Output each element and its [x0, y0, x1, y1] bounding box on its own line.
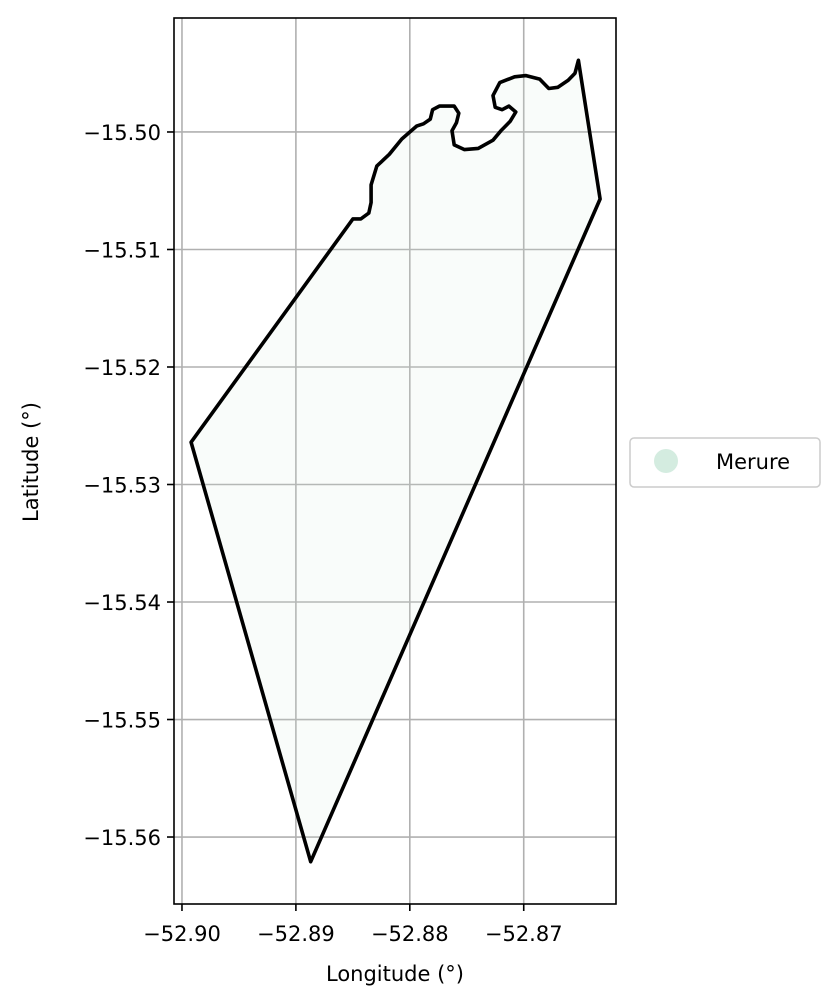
y-axis-label: Latitude (°) [19, 402, 43, 522]
legend: Merure [629, 437, 821, 488]
merure-boundary [189, 58, 602, 864]
y-tick-label: −15.55 [83, 709, 161, 733]
y-tick-label: −15.51 [83, 238, 161, 262]
legend-box [629, 437, 821, 488]
x-tick-label: −52.90 [143, 922, 221, 946]
y-tick-label: −15.53 [83, 474, 161, 498]
boundary-layer [189, 58, 602, 864]
ticks: −52.90 −52.89 −52.88 −52.87 −15.50 −15.51 −15.… [83, 121, 562, 946]
legend-marker-merure [654, 449, 678, 473]
x-tick-label: −52.87 [485, 922, 563, 946]
y-tick-label: −15.52 [83, 356, 161, 380]
y-tick-label: −15.50 [83, 121, 161, 145]
x-axis-label: Longitude (°) [326, 962, 464, 986]
x-tick-label: −52.88 [371, 922, 449, 946]
x-tick-label: −52.89 [257, 922, 335, 946]
legend-label-merure: Merure [716, 450, 790, 474]
plot-frame [173, 17, 617, 905]
y-tick-label: −15.56 [83, 826, 161, 850]
grid-lines [174, 18, 616, 904]
y-tick-label: −15.54 [83, 591, 161, 615]
